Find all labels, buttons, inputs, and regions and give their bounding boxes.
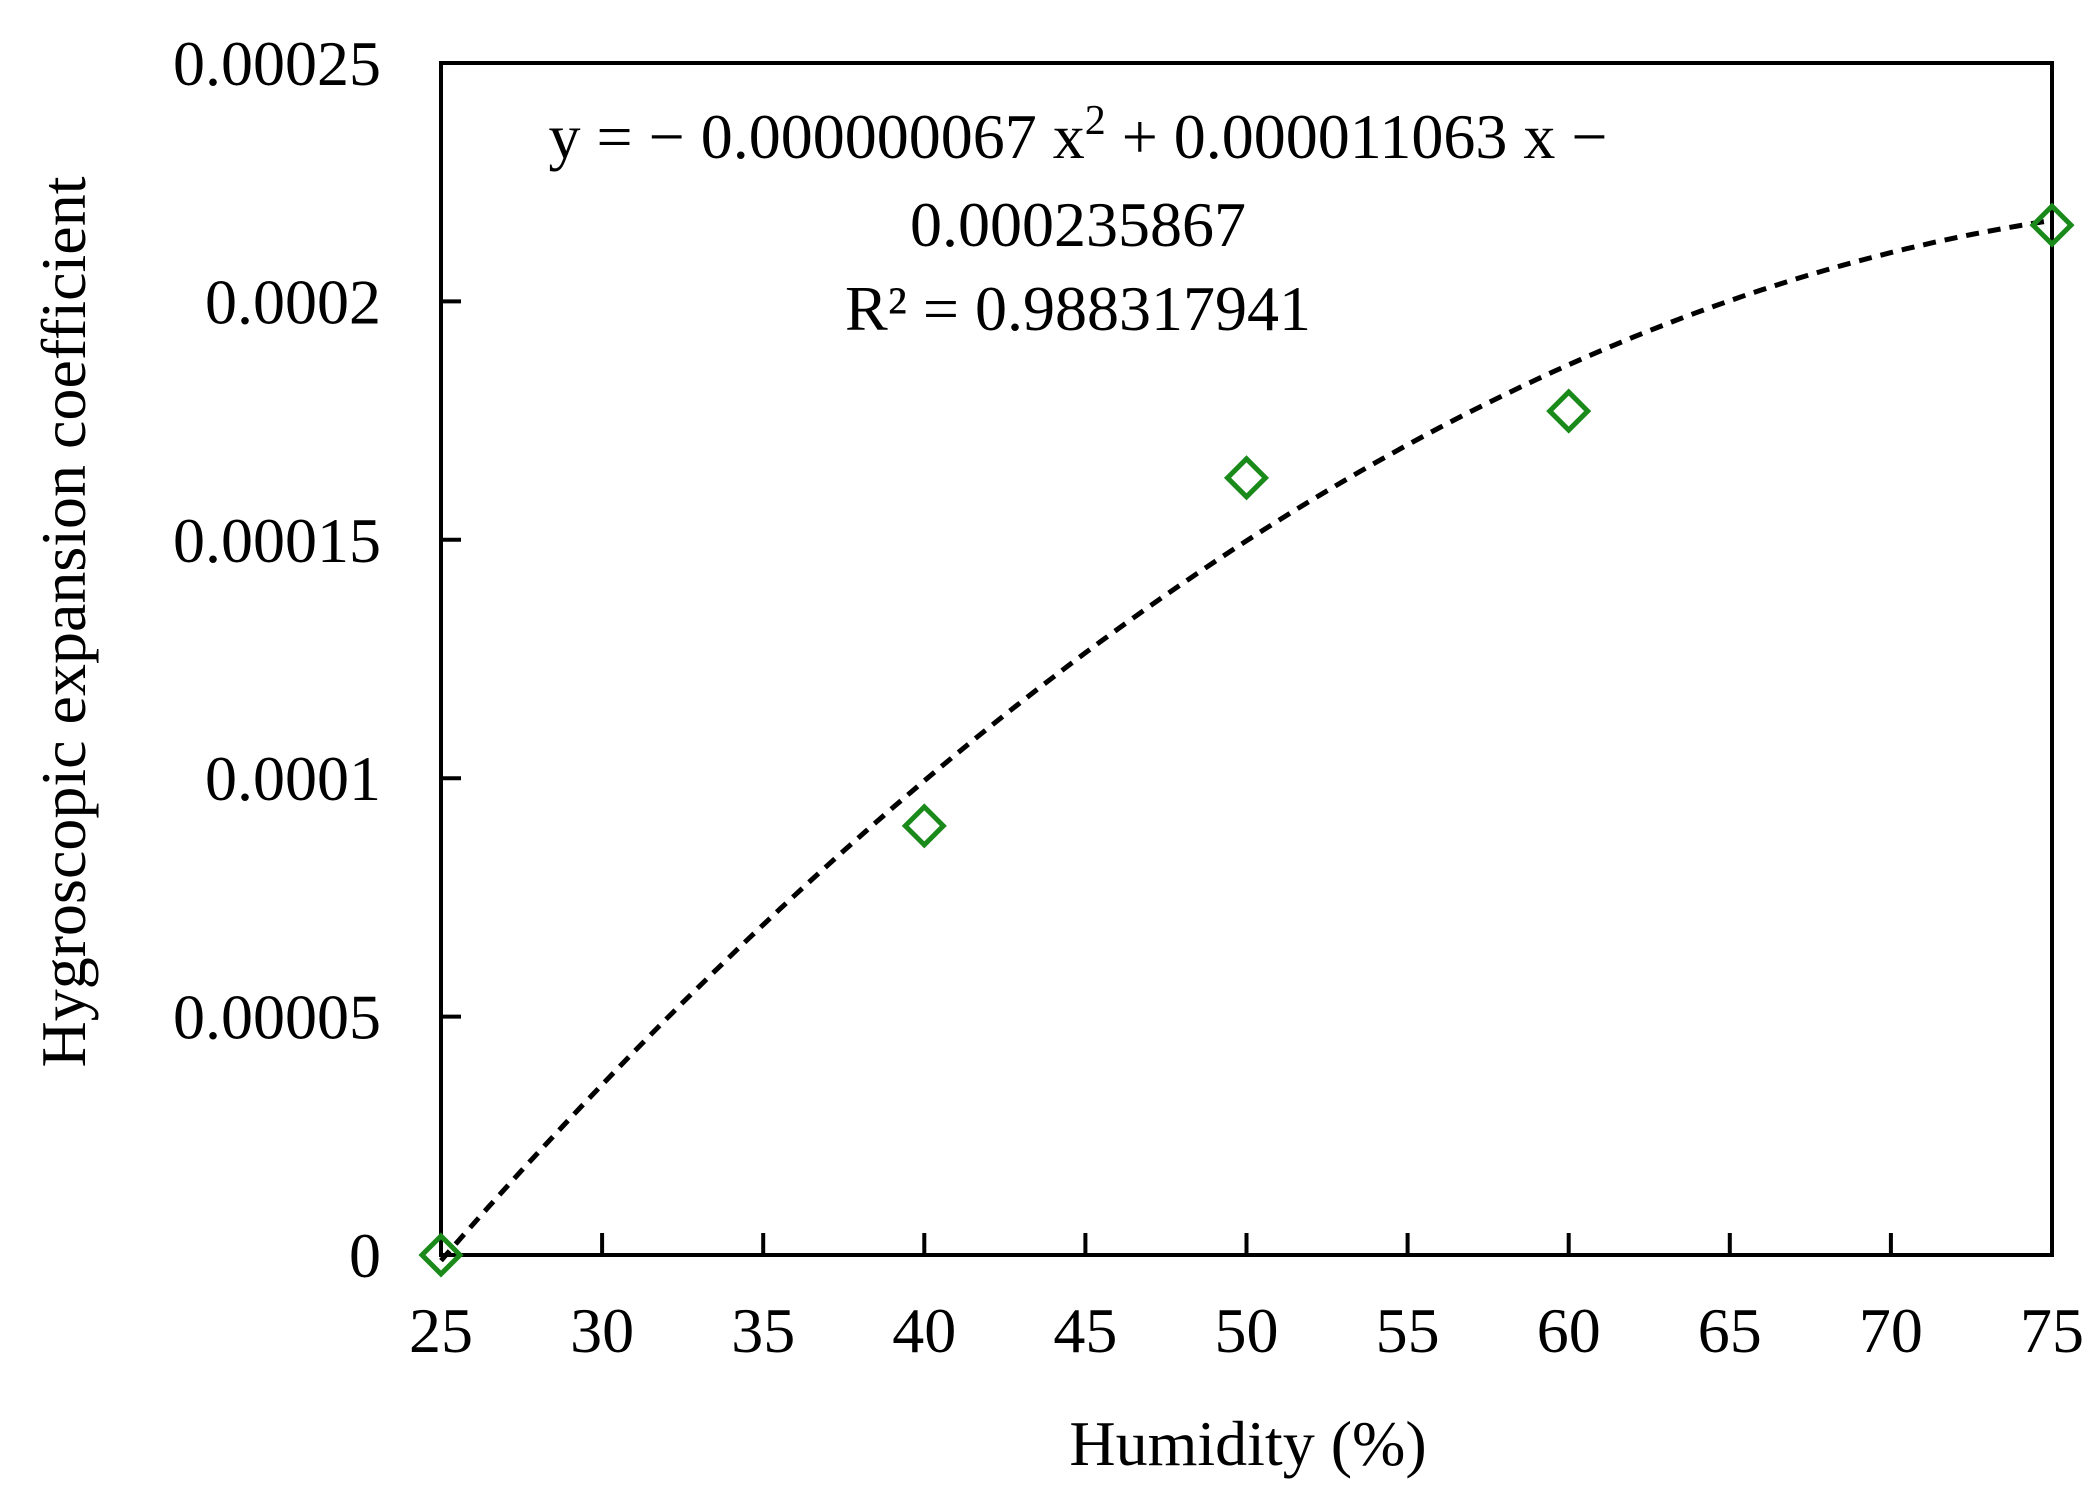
x-tick-label: 40 <box>892 1295 956 1366</box>
x-tick-label: 70 <box>1859 1295 1923 1366</box>
x-tick-label: 45 <box>1053 1295 1117 1366</box>
x-tick-label: 65 <box>1698 1295 1762 1366</box>
y-tick-label: 0.00025 <box>173 28 381 99</box>
data-point <box>2029 202 2075 248</box>
plot-frame <box>439 61 2054 1257</box>
equation-suffix: + 0.000011063 x − <box>1106 101 1608 172</box>
x-tick-label: 75 <box>2020 1295 2084 1366</box>
x-tick-label: 50 <box>1215 1295 1279 1366</box>
x-axis: 25 30 35 40 45 50 55 60 65 70 75 <box>409 1233 2084 1366</box>
data-point <box>1223 455 1270 501</box>
data-point <box>418 1232 464 1278</box>
x-tick-label: 35 <box>731 1295 795 1366</box>
y-tick-label: 0.0002 <box>205 266 381 337</box>
data-point <box>1546 388 1592 434</box>
r-squared-label: R² = 0.988317941 <box>845 273 1311 344</box>
trendline <box>439 217 2053 1263</box>
x-tick-label: 55 <box>1376 1295 1440 1366</box>
y-axis: 0 0.00005 0.0001 0.00015 0.0002 0.00025 <box>173 28 461 1291</box>
x-axis-title: Humidity (%) <box>1069 1408 1426 1479</box>
data-point <box>901 803 947 849</box>
equation-exponent: 2 <box>1085 98 1106 144</box>
data-series <box>418 202 2075 1278</box>
trendline-equation-continued: 0.000235867 <box>910 189 1246 260</box>
y-tick-label: 0 <box>349 1220 381 1291</box>
y-tick-label: 0.00015 <box>173 505 381 576</box>
y-tick-label: 0.0001 <box>205 743 381 814</box>
x-tick-label: 60 <box>1537 1295 1601 1366</box>
equation-prefix: y = − 0.000000067 x <box>549 101 1085 172</box>
y-axis-title: Hygroscopic expansion coefficient <box>28 176 99 1067</box>
x-tick-label: 25 <box>409 1295 473 1366</box>
trendline-equation: y = − 0.000000067 x2 + 0.000011063 x − <box>549 98 1608 172</box>
y-tick-label: 0.00005 <box>173 982 381 1053</box>
x-tick-label: 30 <box>570 1295 634 1366</box>
